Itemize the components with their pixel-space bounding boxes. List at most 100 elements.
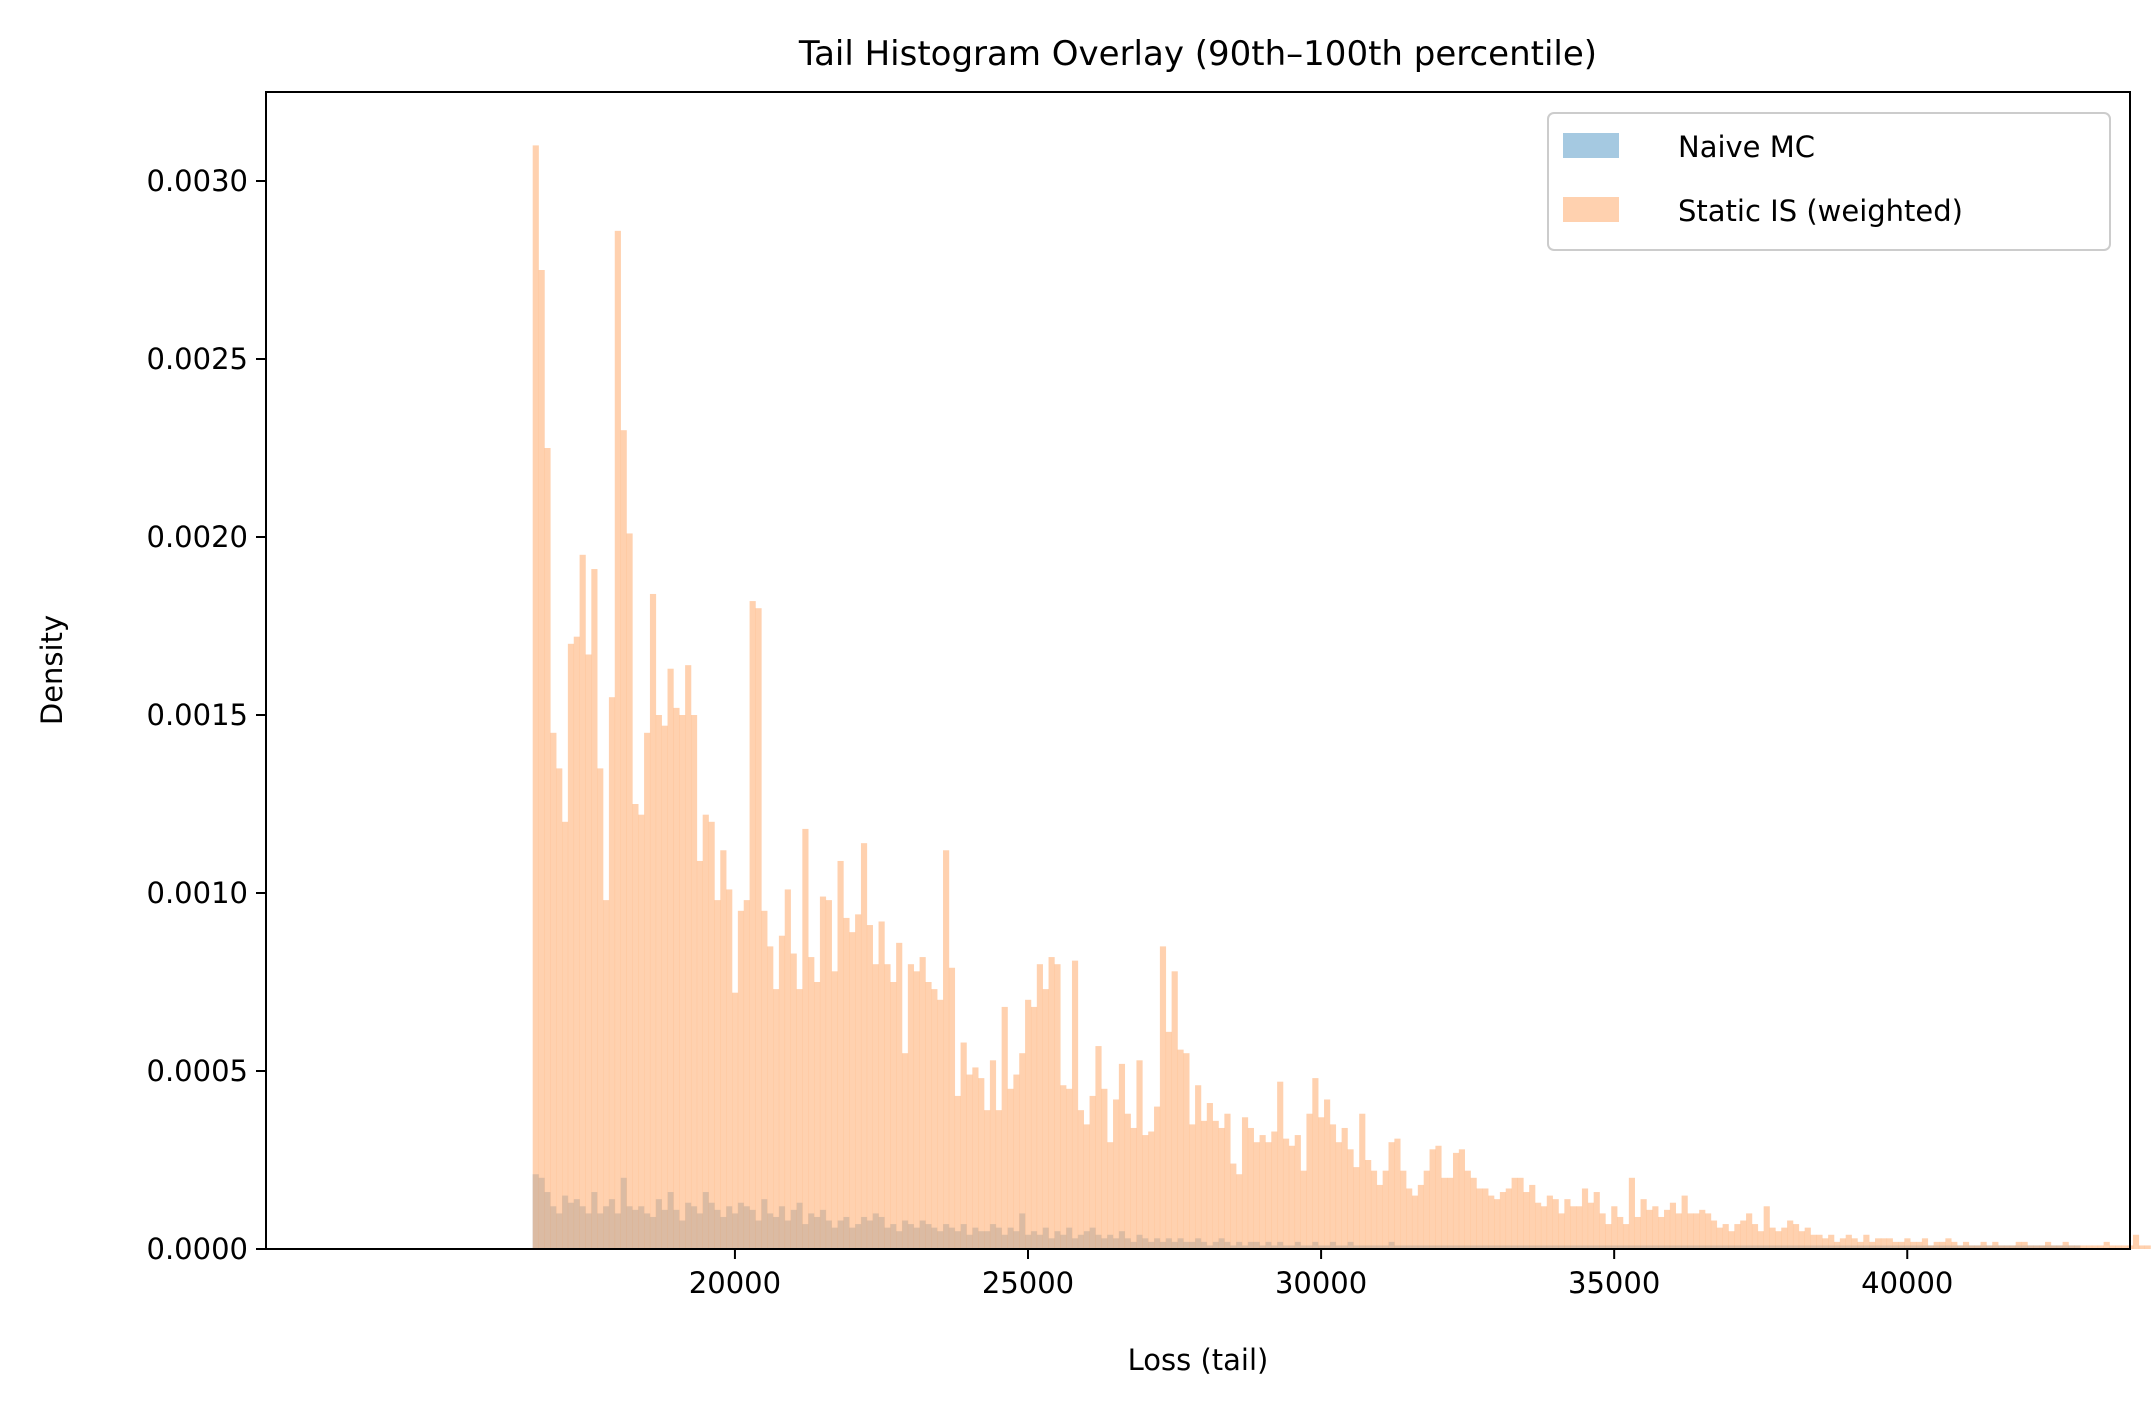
hist-bar — [1564, 1199, 1571, 1249]
hist-bar — [1634, 1216, 1641, 1249]
hist-bar — [866, 925, 873, 1249]
hist-bar — [872, 964, 879, 1249]
hist-bar — [1833, 1241, 1841, 1249]
hist-bar — [1494, 1199, 1501, 1249]
hist-bar — [1030, 1006, 1038, 1249]
y-tick-label: 0.0015 — [147, 698, 248, 732]
legend: Naive MC Static IS (weighted) — [1547, 112, 2111, 251]
hist-bar — [1822, 1238, 1829, 1249]
hist-bar — [1675, 1213, 1682, 1249]
hist-bar — [585, 654, 592, 1249]
hist-bar — [2103, 1241, 2110, 1249]
plot-frame — [265, 91, 2131, 1250]
hist-bar — [831, 971, 838, 1249]
hist-bar — [1324, 1099, 1331, 1249]
hist-bar — [1892, 1241, 1899, 1249]
hist-bar — [1441, 1177, 1448, 1249]
hist-bar — [1318, 1117, 1325, 1249]
hist-bar — [1792, 1224, 1800, 1249]
hist-bar — [1019, 1053, 1026, 1249]
hist-bar — [1705, 1213, 1712, 1249]
hist-bar — [778, 935, 786, 1249]
legend-frame — [1547, 112, 2111, 251]
hist-bar — [1558, 1213, 1565, 1249]
hist-bar — [919, 957, 926, 1249]
hist-bar — [937, 999, 944, 1249]
legend-swatch-static-is — [1563, 197, 1619, 222]
hist-bar — [1974, 1245, 1981, 1249]
hist-bar — [761, 910, 768, 1249]
hist-bar — [1130, 1127, 1137, 1249]
hist-bar — [843, 917, 850, 1249]
hist-bar — [1060, 1085, 1067, 1249]
hist-bar — [1910, 1241, 1917, 1249]
hist-bar — [1177, 1049, 1184, 1249]
hist-bar — [544, 448, 551, 1249]
hist-bar — [1288, 1145, 1296, 1249]
hist-bar — [1447, 1177, 1454, 1249]
hist-bar — [702, 814, 709, 1249]
hist-bar — [614, 230, 621, 1250]
series-1 — [532, 145, 2151, 1250]
hist-bar — [2086, 1245, 2093, 1249]
hist-bar — [1077, 1110, 1084, 1249]
hist-bar — [726, 889, 733, 1249]
hist-bar — [649, 593, 657, 1249]
hist-bar — [790, 953, 797, 1249]
hist-bar — [954, 1095, 961, 1249]
hist-bar — [1036, 964, 1043, 1249]
hist-bar — [1769, 1227, 1776, 1249]
hist-bar — [1370, 1170, 1378, 1249]
hist-bar — [1734, 1224, 1741, 1249]
hist-bar — [1722, 1224, 1729, 1249]
y-tick-label: 0.0000 — [147, 1232, 248, 1266]
hist-bar — [925, 982, 932, 1249]
hist-bar — [1300, 1170, 1307, 1249]
hist-bar — [550, 732, 557, 1249]
hist-bar — [1247, 1127, 1254, 1249]
hist-bar — [1740, 1220, 1747, 1249]
hist-bar — [1488, 1195, 1495, 1249]
hist-bar — [1693, 1213, 1700, 1249]
hist-bar — [884, 964, 891, 1249]
hist-bar — [1224, 1113, 1231, 1249]
hist-bar — [1417, 1184, 1424, 1249]
hist-bar — [972, 1067, 979, 1249]
hist-bar — [1611, 1206, 1618, 1249]
hist-bar — [1458, 1149, 1465, 1249]
hist-bar — [1640, 1199, 1647, 1249]
hist-bar — [1535, 1202, 1542, 1249]
hist-bar — [1142, 1135, 1149, 1249]
hist-bar — [1951, 1241, 1958, 1249]
hist-bar — [1617, 1216, 1624, 1249]
hist-bar — [1587, 1202, 1594, 1249]
hist-bar — [1253, 1142, 1260, 1249]
hist-bar — [802, 828, 809, 1249]
hist-bar — [1423, 1170, 1430, 1249]
hist-bar — [1171, 971, 1178, 1249]
y-axis-ticks: 0.0000 0.0005 0.0010 0.0015 0.0020 0.0025 0.00… — [147, 164, 266, 1266]
hist-bar — [814, 982, 821, 1249]
y-tick-label: 0.0030 — [147, 164, 248, 198]
hist-bar — [1435, 1145, 1442, 1249]
hist-bar — [562, 821, 569, 1249]
hist-bar — [1200, 1120, 1208, 1249]
x-tick-label: 35000 — [1568, 1266, 1660, 1300]
hist-bar — [720, 850, 727, 1249]
hist-bar — [1581, 1188, 1589, 1249]
hist-bar — [1699, 1209, 1706, 1249]
hist-bar — [1429, 1149, 1436, 1249]
hist-bar — [679, 715, 686, 1249]
hist-bar — [1230, 1163, 1237, 1249]
hist-bar — [1183, 1053, 1190, 1249]
hist-bar — [1212, 1120, 1219, 1249]
hist-bar — [1376, 1184, 1383, 1249]
hist-bar — [1798, 1231, 1805, 1249]
hist-bar — [2033, 1245, 2040, 1249]
hist-bar — [960, 1042, 967, 1249]
hist-bar — [1992, 1241, 1999, 1249]
legend-swatch-naive-mc — [1563, 133, 1619, 158]
hist-bar — [2138, 1245, 2145, 1249]
hist-bar — [2039, 1245, 2046, 1249]
hist-bar — [1658, 1216, 1665, 1249]
